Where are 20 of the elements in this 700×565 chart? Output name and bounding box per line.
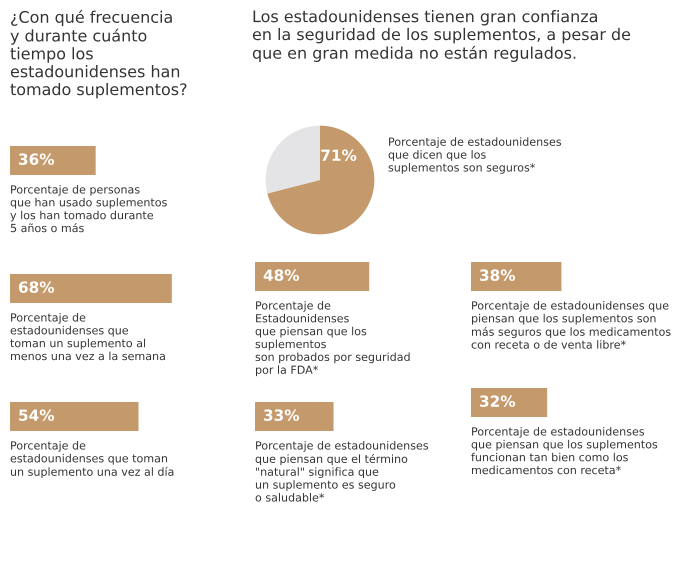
data-label: 36% (19, 153, 54, 165)
data-label: 48% (264, 269, 300, 281)
slice-label: Porcentaje de estadounidenses que dicen que los suplementos son seguros* (388, 137, 562, 174)
chart-title: ¿Con qué frecuencia y durante cuánto tiempo los estadounidenses han tomado suplementos? (10, 10, 186, 98)
chart-title: Los estadounidenses tienen gran confianza en la seguridad de los suplementos, a pesar de que en gran medida no están regulados. (252, 10, 630, 62)
y-tick-label: Porcentaje de estadounidenses que toman un suplemento al menos una vez a la semana (10, 313, 165, 360)
data-label: 68% (18, 281, 54, 293)
y-tick-label: Porcentaje de personas que han usado suplementos y los han tomado durante 5 años o más (10, 185, 167, 232)
data-label: 38% (480, 269, 516, 281)
data-label: 71% (321, 149, 356, 161)
y-tick-label: Porcentaje de estadounidenses que toman un suplemento una vez al día (10, 441, 174, 478)
data-label: 32% (480, 395, 516, 407)
y-tick-label: Porcentaje de estadounidenses que piensan que los suplementos funcionan tan bien como los medicamentos con receta* (471, 427, 658, 474)
data-label: 54% (19, 409, 54, 421)
y-tick-label: Porcentaje de estadounidenses que piensan que el término "natural" significa que un suplemento es seguro o saludable* (256, 441, 428, 502)
pie-slice (266, 126, 320, 194)
y-tick-label: Porcentaje de estadounidenses que piensan que los suplementos son más seguros que los medicamentos con receta o de venta libre* (472, 301, 671, 349)
data-label: 33% (264, 409, 300, 421)
y-tick-label: Porcentaje de Estadounidenses que piensan que los suplementos son probados por seguridad por la FDA* (256, 301, 410, 376)
pie-slice (267, 126, 374, 234)
